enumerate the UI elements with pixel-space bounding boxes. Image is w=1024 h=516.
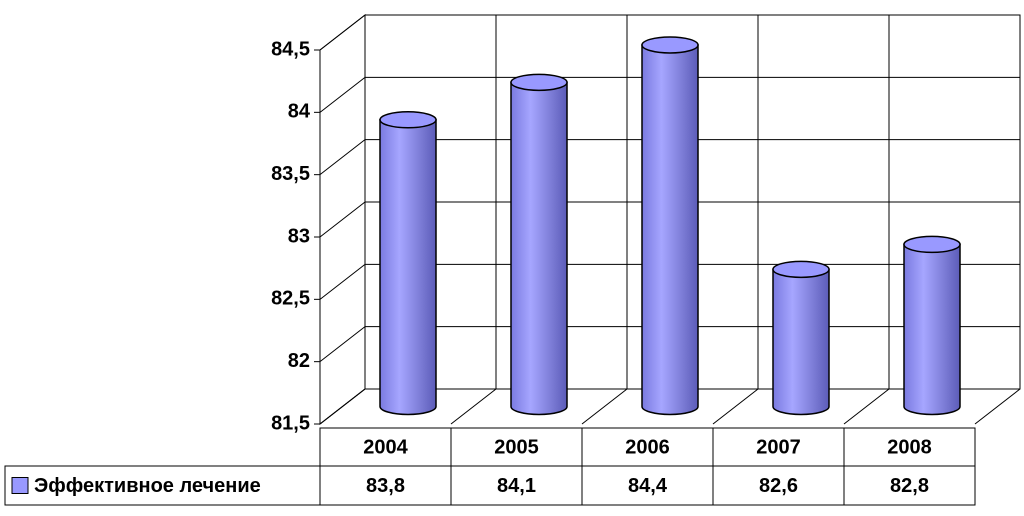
grid-line [319,326,366,363]
floor-line [450,388,497,425]
bar [379,119,437,416]
data-label: 82,6 [759,475,798,497]
bar-top [510,73,568,92]
grid-line [319,201,366,238]
x-tick-label: 2007 [756,436,801,458]
bar [510,81,568,416]
legend-label: Эффективное лечение [34,475,261,497]
data-label: 83,8 [366,475,405,497]
floor-line [974,388,1021,425]
grid-line [319,388,366,425]
data-label: 84,1 [497,475,536,497]
floor-line [581,388,628,425]
bar-top [772,260,830,279]
cylinder [379,111,437,416]
legend-swatch [11,477,29,494]
grid-line [319,14,366,51]
bar-top [903,235,961,254]
y-tick-label: 81,5 [271,412,310,434]
y-tick-label: 83 [288,225,310,247]
y-tick-label: 82 [288,350,310,372]
grid-line [319,263,366,300]
table-cell [843,465,976,506]
bar-top [641,36,699,54]
x-tick-label: 2005 [494,436,539,458]
grid-line [319,139,366,176]
x-tick-label: 2004 [363,436,408,458]
data-label: 82,8 [890,475,929,497]
cylinder [903,235,961,416]
cylinder [641,36,699,416]
grid-line [319,76,366,113]
bar [641,44,699,416]
floor-line [712,388,759,425]
x-tick-label: 2008 [887,436,932,458]
x-tick-label: 2006 [625,436,670,458]
y-tick-label: 83,5 [271,163,310,185]
data-label: 84,4 [628,475,668,497]
cylinder [772,260,830,416]
y-tick-label: 82,5 [271,288,310,310]
y-tick-label: 84 [288,101,311,123]
bar [772,268,830,416]
y-tick-label: 84,5 [271,38,310,60]
cylinder [510,73,568,416]
floor-line [843,388,890,425]
bar-top [379,111,437,129]
bar [903,243,961,416]
